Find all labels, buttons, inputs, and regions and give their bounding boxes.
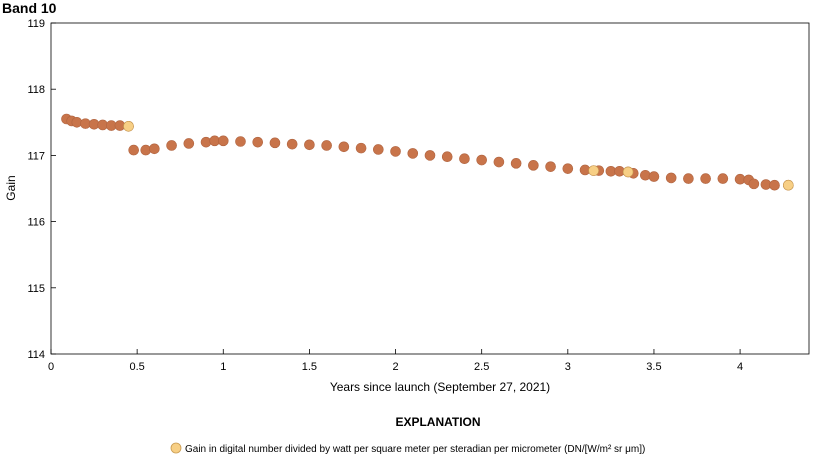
data-point xyxy=(545,161,556,172)
data-point xyxy=(562,163,574,174)
data-point xyxy=(407,148,419,159)
y-tick-label: 115 xyxy=(27,283,45,295)
data-point xyxy=(648,171,660,182)
y-tick-label: 114 xyxy=(27,349,45,361)
data-point xyxy=(373,144,384,155)
data-point xyxy=(459,153,470,165)
chart-title: Band 10 xyxy=(2,0,57,16)
y-axis: 114 115 116 117 118 119 xyxy=(27,18,56,361)
x-tick-label: 0.5 xyxy=(129,361,144,373)
data-point xyxy=(252,136,264,148)
x-axis-label: Years since launch (September 27, 2021) xyxy=(330,380,550,394)
x-tick-label: 3.5 xyxy=(646,361,661,373)
data-point xyxy=(528,160,539,171)
legend-label: Gain in digital number divided by watt p… xyxy=(185,444,645,455)
x-tick-label: 2 xyxy=(392,361,398,373)
x-tick-label: 4 xyxy=(737,361,743,373)
x-tick-label: 0 xyxy=(48,361,54,373)
data-point xyxy=(441,151,453,163)
plot-area: 0 0.5 1 1.5 2 2.5 3 3.5 4 114 115 116 117 118 119 xyxy=(27,18,810,373)
data-point xyxy=(390,146,401,157)
data-point xyxy=(424,150,436,161)
data-point xyxy=(683,173,694,184)
data-point xyxy=(166,140,177,151)
legend-marker-icon xyxy=(170,442,182,454)
data-point xyxy=(149,143,160,155)
y-tick-label: 118 xyxy=(27,84,45,96)
x-tick-label: 3 xyxy=(565,361,571,373)
data-point xyxy=(493,156,505,168)
plot-frame xyxy=(50,22,810,355)
data-point xyxy=(748,178,760,190)
x-axis: 0 0.5 1 1.5 2 2.5 3 3.5 4 xyxy=(48,349,743,373)
data-point xyxy=(217,135,229,147)
data-point xyxy=(123,120,134,132)
data-point xyxy=(476,154,487,166)
data-point xyxy=(304,139,315,151)
data-points xyxy=(61,113,794,191)
data-point xyxy=(769,179,780,191)
data-point xyxy=(510,158,522,169)
data-point xyxy=(338,141,350,153)
data-point xyxy=(783,179,794,191)
y-axis-label: Gain xyxy=(4,175,18,200)
x-tick-label: 1.5 xyxy=(302,361,317,373)
x-tick-label: 2.5 xyxy=(474,361,489,373)
y-tick-label: 116 xyxy=(27,217,45,229)
x-tick-label: 1 xyxy=(220,361,226,373)
data-point xyxy=(235,136,246,147)
data-point xyxy=(717,173,729,184)
legend: Gain in digital number divided by watt p… xyxy=(170,442,645,455)
data-point xyxy=(321,140,332,151)
explanation-title: EXPLANATION xyxy=(395,415,480,429)
y-tick-label: 117 xyxy=(27,150,45,162)
data-point xyxy=(665,172,677,184)
data-point xyxy=(622,166,634,178)
data-point xyxy=(269,137,281,149)
data-point xyxy=(588,165,599,176)
data-point xyxy=(286,138,298,150)
data-point xyxy=(355,142,367,154)
data-point xyxy=(128,144,139,156)
data-point xyxy=(183,138,195,149)
y-tick-label: 119 xyxy=(27,18,45,30)
data-point xyxy=(700,173,711,184)
